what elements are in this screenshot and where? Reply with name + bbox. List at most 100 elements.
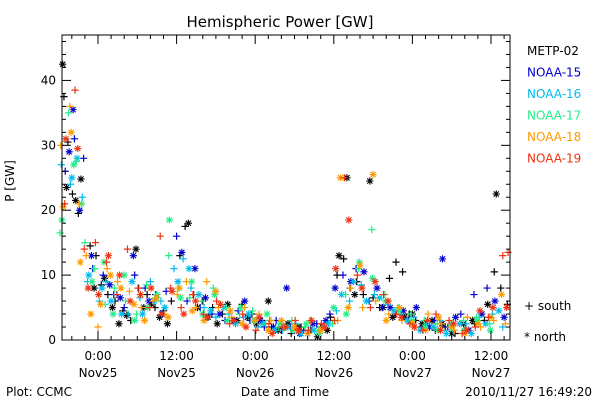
data-point-south <box>353 271 361 279</box>
data-point-south <box>483 284 491 292</box>
data-point-north <box>276 320 284 328</box>
data-point-north <box>256 316 265 325</box>
data-point-north <box>321 323 329 331</box>
data-point-north <box>373 284 381 292</box>
data-point-south <box>265 320 273 328</box>
data-point-north <box>224 316 232 325</box>
x-tick-label-time: 0:00 <box>85 349 112 363</box>
data-point-south <box>406 320 414 328</box>
data-point-north <box>65 148 73 156</box>
data-point-north <box>62 183 71 192</box>
data-point-north <box>421 323 429 331</box>
plot-frame <box>61 34 511 341</box>
data-point-north <box>268 329 276 338</box>
data-point-north <box>436 326 445 334</box>
data-point-north <box>289 326 297 334</box>
data-point-north <box>362 297 371 305</box>
legend-entry: NOAA-16 <box>527 87 581 101</box>
data-point-south <box>146 303 154 312</box>
data-point-south <box>66 102 74 110</box>
data-point-north <box>322 316 330 325</box>
data-point-south <box>385 274 394 282</box>
data-point-south <box>179 255 187 263</box>
data-point-north <box>157 310 166 318</box>
marker-legend-entry: + south <box>524 299 571 313</box>
data-point-north <box>109 310 117 318</box>
data-point-north <box>307 316 316 325</box>
data-point-south <box>407 310 415 318</box>
data-point-north <box>338 290 346 299</box>
data-point-north <box>68 174 76 182</box>
data-point-north <box>216 300 225 308</box>
data-point-north <box>188 307 196 315</box>
data-point-north <box>88 277 96 286</box>
data-point-north <box>304 329 312 338</box>
data-point-south <box>340 255 348 263</box>
data-point-south <box>490 268 498 276</box>
data-point-north <box>76 206 84 214</box>
data-point-north <box>345 216 353 224</box>
data-point-south <box>64 109 73 117</box>
data-point-south <box>445 316 453 325</box>
data-point-north <box>74 144 82 153</box>
data-point-north <box>503 303 511 312</box>
data-point-north <box>395 303 403 312</box>
data-point-south <box>120 303 128 312</box>
data-point-north <box>165 216 173 224</box>
data-point-north <box>384 297 392 305</box>
data-point-south <box>173 290 181 299</box>
plot-credit: Plot: CCMC <box>6 385 72 399</box>
data-point-north <box>180 310 188 318</box>
data-point-north <box>382 316 390 325</box>
data-point-south <box>378 303 386 312</box>
data-point-north <box>98 284 106 292</box>
data-point-north <box>84 284 92 292</box>
data-point-north <box>489 303 497 312</box>
data-point-south <box>187 284 195 292</box>
data-point-north <box>117 310 126 318</box>
x-tick-label-date: Nov26 <box>236 366 275 380</box>
data-point-north <box>201 294 210 302</box>
data-point-south <box>149 297 157 305</box>
data-point-north <box>403 316 411 325</box>
marker-legend-entry: * north <box>524 330 566 344</box>
data-point-south <box>340 174 348 182</box>
data-point-south <box>75 200 83 208</box>
data-point-north <box>450 320 458 328</box>
data-point-south <box>170 265 178 273</box>
data-point-south <box>458 329 466 338</box>
data-point-south <box>459 316 468 325</box>
data-point-south <box>222 303 230 312</box>
x-tick-label-date: Nov25 <box>79 366 118 380</box>
data-point-north <box>484 300 492 308</box>
data-point-north <box>174 277 182 286</box>
data-point-north <box>116 294 124 302</box>
data-point-north <box>90 284 98 292</box>
data-point-north <box>269 323 278 331</box>
legend-entry: METP-02 <box>527 44 579 58</box>
data-point-south <box>379 290 388 299</box>
data-point-south <box>212 297 221 305</box>
data-point-south <box>499 252 507 260</box>
data-point-south <box>103 265 111 273</box>
data-point-north <box>242 323 250 331</box>
data-point-north <box>207 307 215 315</box>
x-tick-label-date: Nov27 <box>472 366 511 380</box>
data-point-south <box>123 245 132 253</box>
data-point-north <box>116 271 124 279</box>
y-tick-label: 20 <box>41 203 56 217</box>
data-point-north <box>251 316 259 325</box>
data-point-north <box>185 265 193 273</box>
data-point-south <box>131 271 139 279</box>
data-point-south <box>326 310 334 318</box>
data-point-north <box>129 252 137 260</box>
data-point-north <box>369 170 377 179</box>
data-point-north <box>128 277 136 286</box>
data-point-south <box>167 297 175 305</box>
data-point-north <box>342 310 350 318</box>
chart-title: Hemispheric Power [GW] <box>187 13 374 31</box>
y-axis-label: P [GW] <box>3 160 17 202</box>
data-point-north <box>87 310 95 318</box>
data-point-north <box>62 135 70 143</box>
data-point-north <box>371 277 379 286</box>
